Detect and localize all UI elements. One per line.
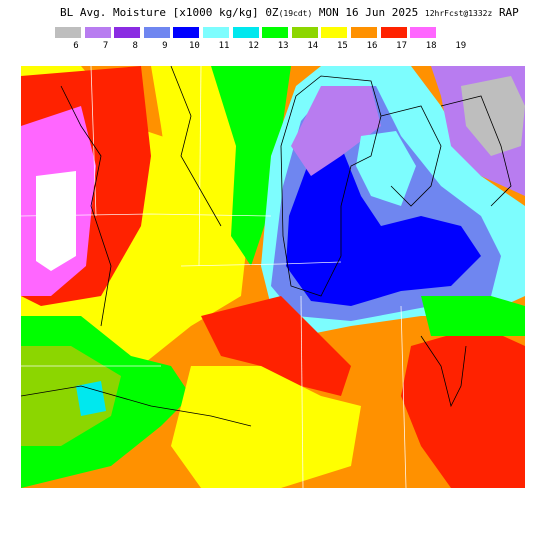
field-red-south — [201, 296, 351, 396]
legend-swatch-13 — [262, 27, 289, 38]
legend-label-16: 16 — [366, 41, 378, 51]
field-white-northwest — [36, 171, 76, 271]
coastlines — [21, 66, 512, 427]
state-boundaries — [21, 66, 407, 488]
field-purple-north — [291, 86, 381, 176]
legend-label-18: 18 — [425, 41, 437, 51]
legend-swatch-10 — [173, 27, 200, 38]
field-gray-northeast — [461, 76, 525, 156]
legend-swatch-15 — [321, 27, 348, 38]
legend-label-13: 13 — [277, 41, 289, 51]
local-time: (19cdt) — [278, 9, 313, 18]
legend-swatch-11 — [203, 27, 229, 38]
field-green-southeast — [421, 296, 525, 336]
forecast-label: 12hrFcst@1332z — [424, 9, 493, 18]
legend-label-12: 12 — [248, 41, 260, 51]
legend-label-9: 9 — [162, 41, 168, 51]
legend-label-17: 17 — [396, 41, 408, 51]
legend-swatch-14 — [291, 27, 318, 38]
legend-swatch-9 — [143, 27, 170, 38]
legend-swatch-8 — [114, 27, 141, 38]
legend-swatch-18 — [410, 27, 437, 38]
legend-swatch-17 — [380, 27, 407, 38]
map-title: BL Avg. Moisture [x1000 kg/kg] 0Z(19cdt)… — [60, 6, 519, 19]
legend-label-11: 11 — [218, 41, 230, 51]
field-cyan-spot — [76, 381, 106, 416]
legend-swatch-12 — [232, 27, 259, 38]
field-green-center — [211, 66, 291, 266]
legend-label-6: 6 — [73, 41, 79, 51]
field-red-southeast — [401, 326, 525, 488]
field-blue-core — [286, 146, 481, 306]
moisture-map — [21, 66, 525, 488]
legend-swatch-6 — [55, 27, 81, 38]
legend-label-7: 7 — [102, 41, 109, 51]
legend-label-8: 8 — [132, 41, 138, 51]
legend-label-10: 10 — [188, 41, 200, 51]
legend-swatch-7 — [84, 27, 111, 38]
product-label: BL Avg. Moisture [x1000 kg/kg] — [60, 6, 259, 19]
field-cyan-lake — [356, 131, 416, 206]
legend-label-15: 15 — [336, 41, 348, 51]
field-lime-west — [21, 346, 121, 446]
valid-date: MON 16 Jun 2025 — [318, 6, 419, 19]
legend-label-14: 14 — [307, 41, 319, 51]
field-yellow-south — [171, 366, 361, 488]
legend-label-19: 19 — [455, 41, 467, 51]
valid-time: 0Z — [265, 6, 279, 19]
legend-swatch-16 — [351, 27, 377, 38]
model-label: RAP — [498, 6, 519, 19]
